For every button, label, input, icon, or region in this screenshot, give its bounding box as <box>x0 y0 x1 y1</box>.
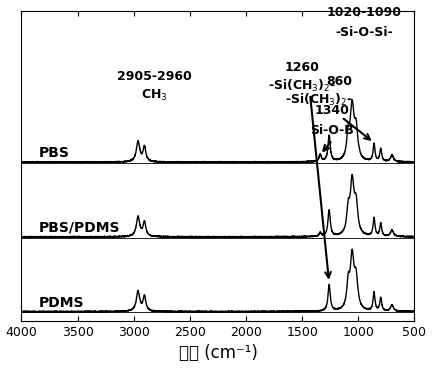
Text: -Si(CH$_3$)$_2$-: -Si(CH$_3$)$_2$- <box>268 78 336 94</box>
Text: Si-O-B: Si-O-B <box>311 124 354 137</box>
Text: 860: 860 <box>327 75 353 88</box>
Text: PBS/PDMS: PBS/PDMS <box>38 221 120 235</box>
Text: CH$_3$: CH$_3$ <box>141 88 167 103</box>
Text: 2905-2960: 2905-2960 <box>117 70 191 82</box>
Text: 1340: 1340 <box>315 104 350 117</box>
Text: PDMS: PDMS <box>38 296 84 309</box>
Text: -Si-O-Si-: -Si-O-Si- <box>335 26 393 39</box>
X-axis label: 波数 (cm⁻¹): 波数 (cm⁻¹) <box>178 344 257 362</box>
Text: 1020-1090: 1020-1090 <box>327 6 401 19</box>
Text: PBS: PBS <box>38 146 69 160</box>
Text: -Si(CH$_3$)$_2$-: -Si(CH$_3$)$_2$- <box>285 92 353 109</box>
Text: 1260: 1260 <box>285 61 320 74</box>
